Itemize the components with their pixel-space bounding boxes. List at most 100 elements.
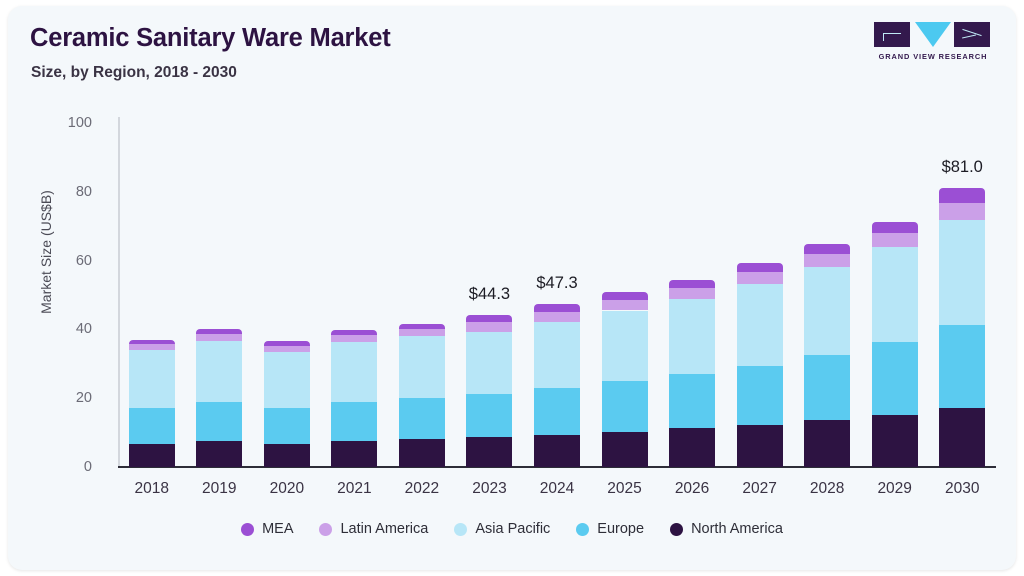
legend-label: Latin America xyxy=(340,521,429,537)
bar-segment[interactable] xyxy=(196,329,243,335)
bar-segment[interactable] xyxy=(939,202,986,221)
bar-segment[interactable] xyxy=(601,310,648,382)
bar-segment[interactable] xyxy=(534,304,580,313)
bar-segment[interactable] xyxy=(331,402,378,442)
bar-group[interactable] xyxy=(669,6,716,570)
bar-segment[interactable] xyxy=(331,330,378,336)
legend-item[interactable]: North America xyxy=(670,521,783,537)
bar-segment[interactable] xyxy=(466,437,513,467)
legend-item[interactable]: MEA xyxy=(241,521,293,537)
bar-segment[interactable] xyxy=(804,354,851,421)
bar-segment[interactable] xyxy=(534,435,580,467)
bar-segment[interactable] xyxy=(804,420,851,467)
bar-group[interactable] xyxy=(939,6,986,570)
bar-segment[interactable] xyxy=(601,300,648,311)
bar-segment[interactable] xyxy=(534,312,580,323)
logo-wordmark: GRAND VIEW RESEARCH xyxy=(878,52,988,61)
y-axis-tick-label: 60 xyxy=(75,252,92,269)
page-subtitle: Size, by Region, 2018 - 2030 xyxy=(31,64,237,81)
bar-segment[interactable] xyxy=(871,341,918,416)
bar-segment[interactable] xyxy=(669,299,716,375)
x-axis-tick-label: 2021 xyxy=(337,480,372,497)
x-axis-tick-label: 2026 xyxy=(674,480,710,497)
bar-group[interactable] xyxy=(196,6,243,570)
bar-segment[interactable] xyxy=(669,428,716,467)
bar-segment[interactable] xyxy=(263,341,310,346)
bar-group[interactable] xyxy=(331,6,378,570)
bar-segment[interactable] xyxy=(804,254,851,267)
bar-segment[interactable] xyxy=(128,339,175,344)
bar-segment[interactable] xyxy=(736,424,783,467)
x-axis-tick-label: 2024 xyxy=(539,480,575,497)
bar-segment[interactable] xyxy=(128,350,175,409)
bar-segment[interactable] xyxy=(128,408,175,444)
bar-segment[interactable] xyxy=(871,415,918,467)
bar-segment[interactable] xyxy=(736,284,783,366)
bar-segment[interactable] xyxy=(263,352,310,408)
bar-segment[interactable] xyxy=(871,221,918,233)
bar-segment[interactable] xyxy=(669,279,716,289)
bar-segment[interactable] xyxy=(196,341,243,402)
bar-group[interactable] xyxy=(466,6,513,570)
bar-group[interactable] xyxy=(736,6,783,570)
legend-item[interactable]: Latin America xyxy=(319,521,428,537)
bar-segment[interactable] xyxy=(939,188,986,203)
bar-segment[interactable] xyxy=(736,263,783,273)
bar-segment[interactable] xyxy=(466,314,513,323)
bar-segment[interactable] xyxy=(196,441,243,467)
bar-segment[interactable] xyxy=(534,388,580,436)
bar-group[interactable] xyxy=(534,6,580,570)
bar-segment[interactable] xyxy=(398,439,445,467)
bar-segment[interactable] xyxy=(263,345,310,353)
bar-segment[interactable] xyxy=(736,272,783,284)
x-axis-tick-label: 2027 xyxy=(742,480,777,497)
x-axis-tick-label: 2018 xyxy=(134,480,169,497)
bar-segment[interactable] xyxy=(331,335,378,343)
bar-value-label: $44.3 xyxy=(468,284,511,303)
bar-group[interactable] xyxy=(601,6,648,570)
bar-segment[interactable] xyxy=(601,431,648,467)
bar-group[interactable] xyxy=(263,6,310,570)
bar-segment[interactable] xyxy=(669,288,716,300)
x-axis-tick-label: 2023 xyxy=(472,480,507,497)
bar-segment[interactable] xyxy=(398,398,445,440)
bar-segment[interactable] xyxy=(466,332,513,394)
bar-segment[interactable] xyxy=(601,291,648,301)
bar-segment[interactable] xyxy=(601,381,648,432)
bar-group[interactable] xyxy=(871,6,918,570)
legend-item[interactable]: Europe xyxy=(576,521,644,537)
legend-item[interactable]: Asia Pacific xyxy=(454,521,550,537)
bar-segment[interactable] xyxy=(939,324,986,408)
bar-segment[interactable] xyxy=(331,441,378,467)
bar-segment[interactable] xyxy=(804,244,851,255)
bar-segment[interactable] xyxy=(736,365,783,425)
logo-square-right-icon xyxy=(954,22,990,47)
bar-segment[interactable] xyxy=(196,402,243,442)
logo-marks xyxy=(874,22,992,48)
bar-segment[interactable] xyxy=(871,232,918,247)
bar-segment[interactable] xyxy=(398,328,445,337)
legend-swatch-icon xyxy=(319,522,333,536)
bar-segment[interactable] xyxy=(939,220,986,325)
bar-group[interactable] xyxy=(804,6,851,570)
bar-segment[interactable] xyxy=(331,342,378,403)
bar-group[interactable] xyxy=(128,6,175,570)
bar-segment[interactable] xyxy=(804,266,851,355)
x-axis-tick-label: 2025 xyxy=(607,480,642,497)
bar-segment[interactable] xyxy=(669,374,716,429)
bar-group[interactable] xyxy=(398,6,445,570)
bar-segment[interactable] xyxy=(263,443,310,467)
bar-segment[interactable] xyxy=(398,323,445,329)
bar-segment[interactable] xyxy=(128,343,175,351)
bar-segment[interactable] xyxy=(466,393,513,438)
bar-segment[interactable] xyxy=(398,336,445,399)
chart-legend: MEA Latin America Asia Pacific Europe North … xyxy=(8,521,1016,537)
bar-segment[interactable] xyxy=(871,246,918,342)
bar-segment[interactable] xyxy=(128,443,175,467)
bar-segment[interactable] xyxy=(263,407,310,444)
y-axis-line xyxy=(118,117,120,467)
bar-segment[interactable] xyxy=(534,322,580,389)
bar-segment[interactable] xyxy=(939,407,986,467)
bar-segment[interactable] xyxy=(466,322,513,333)
bar-segment[interactable] xyxy=(196,334,243,342)
